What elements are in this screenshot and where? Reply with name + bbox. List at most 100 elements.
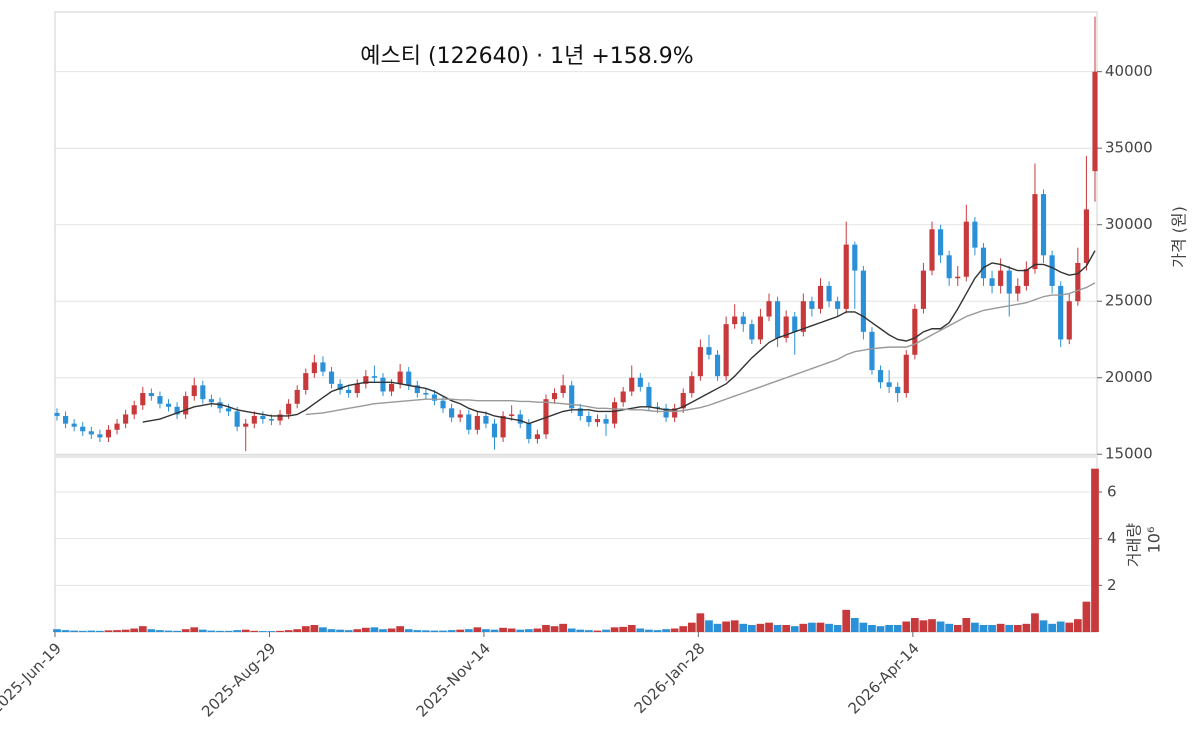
volume-bar xyxy=(919,620,928,632)
candle-body xyxy=(775,301,781,338)
volume-bar xyxy=(713,623,722,632)
volume-bar xyxy=(687,622,696,632)
volume-bar xyxy=(456,629,465,632)
volume-bar xyxy=(379,629,387,632)
candle-body xyxy=(431,394,438,401)
candle-body xyxy=(517,414,523,424)
candle-body xyxy=(208,399,214,403)
candle-body xyxy=(251,415,257,424)
candle-body xyxy=(183,396,189,415)
volume-bar xyxy=(404,629,413,632)
candle-body xyxy=(1066,301,1072,340)
candle-body xyxy=(414,385,420,394)
candle-body xyxy=(783,316,789,338)
candle-body xyxy=(732,316,738,325)
volume-bar xyxy=(619,626,628,632)
candle-body xyxy=(217,402,223,409)
candle-body xyxy=(363,376,369,384)
volume-bar xyxy=(979,625,988,632)
volume-bar xyxy=(971,622,979,632)
volume-bar xyxy=(361,627,370,632)
candle-body xyxy=(792,316,798,332)
volume-bar xyxy=(756,623,765,632)
volume-bar xyxy=(507,628,516,632)
volume-bar xyxy=(344,630,353,632)
candle-body xyxy=(157,396,163,404)
volume-bar xyxy=(250,630,259,632)
candle-body xyxy=(714,354,721,377)
candle-body xyxy=(140,393,146,406)
candle-body xyxy=(1006,270,1012,294)
volume-bar xyxy=(893,625,902,632)
candle-body xyxy=(877,370,884,383)
volume-bar xyxy=(765,622,773,632)
volume-tick-label: 2 xyxy=(1107,576,1117,594)
volume-bar xyxy=(773,625,782,632)
volume-bar xyxy=(722,621,730,632)
volume-bar xyxy=(164,630,173,632)
moving-average-line xyxy=(305,282,1096,416)
volume-bar xyxy=(910,618,919,632)
candle-body xyxy=(88,431,94,435)
candle-body xyxy=(423,393,429,395)
candle-body xyxy=(225,408,232,412)
candle-body xyxy=(294,389,300,404)
volume-bar xyxy=(327,629,336,632)
volume-bar xyxy=(842,609,851,632)
candle-body xyxy=(912,308,918,355)
candle-body xyxy=(543,399,549,435)
volume-bar xyxy=(301,626,310,632)
volume-bar xyxy=(113,630,121,632)
candle-body xyxy=(114,423,120,430)
candle-body xyxy=(603,419,609,424)
volume-bar xyxy=(790,626,799,632)
volume-bar xyxy=(1039,620,1048,632)
volume-bar xyxy=(1073,619,1082,632)
volume-bar xyxy=(430,630,439,632)
candle-body xyxy=(526,423,532,439)
candle-body xyxy=(646,386,652,407)
candle-body xyxy=(809,301,815,309)
volume-bar xyxy=(850,618,859,632)
candle-body xyxy=(689,376,695,394)
volume-panel xyxy=(54,456,1098,633)
candle-body xyxy=(998,270,1004,286)
volume-bar xyxy=(962,618,971,632)
volume-bar xyxy=(696,613,705,632)
x-tick-label: 2025-Aug-29 xyxy=(198,639,279,720)
volume-bar xyxy=(902,621,911,632)
y-tick-label: 25000 xyxy=(1105,292,1153,310)
candle-body xyxy=(749,324,755,340)
volume-bar xyxy=(310,625,319,632)
candle-body xyxy=(963,221,969,277)
x-tick-label: 2026-Jan-28 xyxy=(631,639,709,717)
candle-body xyxy=(672,408,678,418)
candle-body xyxy=(148,393,154,397)
candle-body xyxy=(1075,262,1081,302)
candle-body xyxy=(371,376,377,378)
volume-bar xyxy=(524,629,533,632)
candle-body xyxy=(131,405,137,415)
volume-bar xyxy=(267,631,276,632)
volume-bar xyxy=(147,629,156,632)
candle-body xyxy=(817,285,824,309)
candle-body xyxy=(843,244,849,309)
candle-body xyxy=(1058,285,1064,340)
volume-bar xyxy=(945,623,954,632)
y-tick-label: 40000 xyxy=(1105,62,1153,80)
volume-bar xyxy=(739,623,748,632)
candle-body xyxy=(466,414,472,430)
volume-bar xyxy=(705,620,713,632)
volume-bar xyxy=(602,629,610,632)
candle-body xyxy=(457,414,463,418)
volume-bar xyxy=(276,630,284,632)
candle-body xyxy=(71,423,77,427)
volume-bar xyxy=(173,630,181,632)
candle-body xyxy=(243,423,249,427)
candle-body xyxy=(1092,71,1098,172)
volume-bar xyxy=(293,629,302,632)
volume-bar xyxy=(550,626,559,632)
candle-body xyxy=(260,415,266,420)
volume-bar xyxy=(78,630,87,632)
volume-bar xyxy=(1056,621,1065,632)
